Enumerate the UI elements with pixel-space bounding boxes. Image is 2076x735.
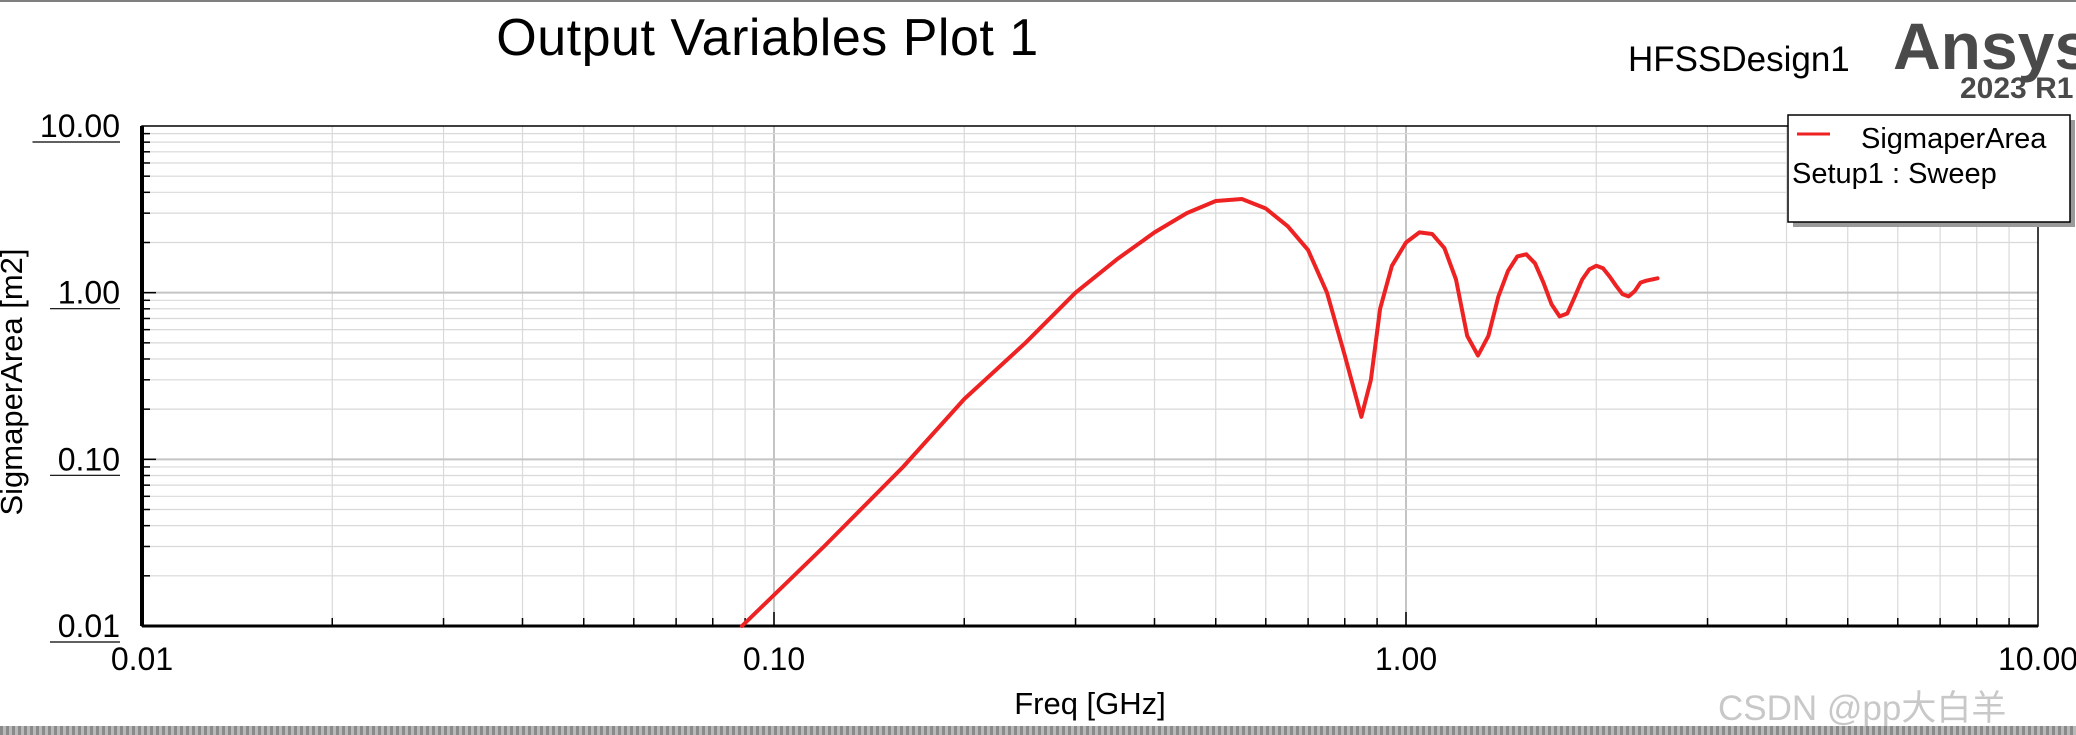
x-tick-label: 0.01 [111, 641, 173, 677]
x-tick-label: 1.00 [1375, 641, 1437, 677]
grid-lines [141, 126, 2038, 627]
legend-box[interactable] [1787, 114, 2071, 223]
y-tick-labels: 0.01 0.10 1.00 10.00 [32, 108, 120, 644]
x-axis-title: Freq [GHz] [1014, 686, 1166, 721]
plot-area-border [141, 125, 2039, 627]
legend[interactable]: SigmaperArea Setup1 : Sweep [1787, 114, 2075, 227]
x-tick-label: 10.00 [1998, 641, 2076, 677]
series-layer [740, 197, 1660, 628]
y-tick-label: 1.00 [58, 275, 120, 311]
y-axis-title: SigmaperArea [m2] [0, 248, 29, 515]
legend-entry-series: SigmaperArea [1861, 123, 2047, 155]
legend-entry-setup: Setup1 : Sweep [1792, 158, 1997, 190]
series-line-sigmaperarea [740, 197, 1660, 628]
y-tick-label: 0.01 [58, 608, 120, 644]
watermark: CSDN @pp大白羊 [1718, 689, 2007, 728]
window-bottom-border [0, 726, 2076, 735]
version-label: 2023 R1 [1960, 72, 2074, 105]
design-name: HFSSDesign1 [1628, 40, 1850, 79]
plot-area [141, 125, 2039, 627]
y-tick-label: 10.00 [40, 108, 120, 144]
plot-title: Output Variables Plot 1 [496, 9, 1039, 67]
x-tick-label: 0.10 [743, 641, 805, 677]
brand-logo-text: Ansys [1893, 9, 2076, 83]
window-top-border [0, 0, 2076, 2]
x-tick-labels: 0.01 0.10 1.00 10.00 [111, 641, 2076, 677]
y-tick-label: 0.10 [58, 441, 120, 477]
